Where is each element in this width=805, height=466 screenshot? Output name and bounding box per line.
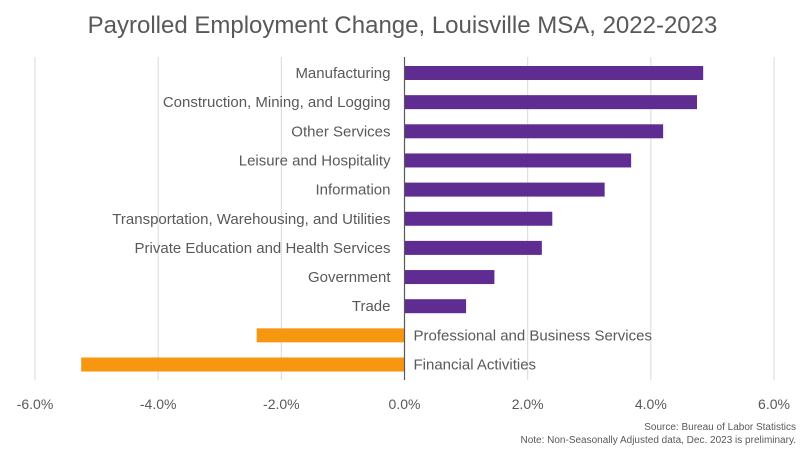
bar — [404, 182, 605, 197]
category-labels: Manufacturing Construction, Mining, and L… — [112, 65, 652, 374]
x-tick-labels: -6.0% -4.0% -2.0% 0.0% 2.0% 4.0% 6.0% — [17, 396, 790, 412]
category-label: Leisure and Hospitality — [239, 152, 391, 169]
category-label: Financial Activities — [414, 357, 537, 374]
x-tick-label: 4.0% — [635, 396, 667, 412]
x-tick-label: 0.0% — [389, 396, 421, 412]
category-label: Government — [308, 269, 391, 286]
category-label: Information — [315, 182, 390, 199]
x-tick-label: -4.0% — [140, 396, 177, 412]
category-label: Professional and Business Services — [414, 327, 652, 344]
chart-title: Payrolled Employment Change, Louisville … — [87, 12, 718, 39]
data-note: Note: Non-Seasonally Adjusted data, Dec.… — [520, 435, 796, 446]
x-tick-label: 2.0% — [512, 396, 544, 412]
category-label: Private Education and Health Services — [135, 240, 391, 257]
x-tick-label: -2.0% — [263, 396, 300, 412]
category-label: Transportation, Warehousing, and Utiliti… — [112, 211, 390, 228]
bar — [256, 328, 405, 343]
bar — [404, 240, 542, 255]
bar — [81, 357, 405, 372]
category-label: Trade — [352, 298, 391, 315]
bar — [404, 153, 632, 168]
bar — [404, 270, 495, 285]
category-label: Construction, Mining, and Logging — [163, 94, 391, 111]
bar — [404, 299, 467, 314]
bar — [404, 95, 698, 110]
category-label: Other Services — [291, 123, 390, 140]
x-tick-label: -6.0% — [17, 396, 54, 412]
bar — [404, 211, 553, 226]
category-label: Manufacturing — [295, 65, 390, 82]
bars — [81, 66, 704, 372]
x-tick-label: 6.0% — [758, 396, 790, 412]
source-note: Source: Bureau of Labor Statistics — [644, 422, 796, 433]
bar — [404, 124, 664, 139]
bar — [404, 66, 704, 80]
